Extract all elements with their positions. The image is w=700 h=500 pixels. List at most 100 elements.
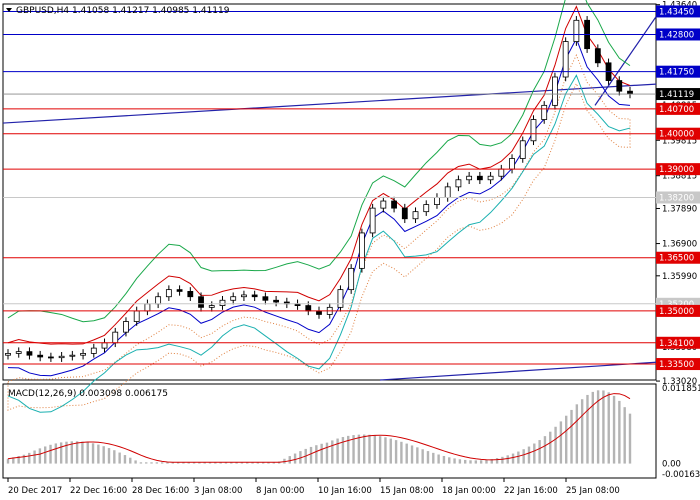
macd-histogram-bar <box>522 449 525 464</box>
level-tag <box>656 191 700 204</box>
candle-body <box>594 48 601 64</box>
macd-histogram-bar <box>166 462 169 464</box>
macd-histogram-bar <box>533 443 536 464</box>
macd-histogram-bar <box>155 462 159 464</box>
macd-histogram-bar <box>596 390 600 464</box>
macd-histogram-bar <box>91 443 95 464</box>
level-tag <box>656 251 700 264</box>
candle-body <box>401 207 408 220</box>
macd-histogram-bar <box>17 455 20 464</box>
upper-trend-line <box>2 83 657 124</box>
macd-histogram-bar <box>107 448 111 464</box>
macd-histogram-bar <box>235 462 238 464</box>
macd-y-tick-label: 0.011851 <box>662 384 700 394</box>
macd-histogram-bar <box>299 451 302 464</box>
macd-histogram-bar <box>623 407 626 464</box>
x-tick-label: 28 Dec 16:00 <box>132 486 189 496</box>
macd-histogram-bar <box>565 415 568 464</box>
candle-body <box>530 119 537 142</box>
level-tag <box>656 127 700 140</box>
candle-body <box>487 175 494 181</box>
level-tag <box>656 358 700 371</box>
macd-histogram-bar <box>208 462 212 464</box>
level-label: 1.34100 <box>659 339 694 349</box>
y-tick-label: 1.38815 <box>662 172 697 182</box>
macd-histogram-bar <box>320 443 323 464</box>
candle-body <box>455 179 462 188</box>
macd-histogram-bar <box>586 394 589 464</box>
current-price-tag <box>656 88 700 101</box>
macd-histogram-bar <box>416 447 419 464</box>
candle-body <box>380 200 387 209</box>
macd-histogram-bar <box>272 462 276 464</box>
level-label: 1.35000 <box>659 307 694 317</box>
macd-histogram-bar <box>453 458 456 464</box>
macd-histogram-bar <box>267 462 270 464</box>
level-label: 1.41750 <box>659 68 694 78</box>
macd-histogram-bar <box>38 448 42 464</box>
x-tick-label: 20 Dec 2017 <box>8 486 62 496</box>
macd-histogram-bar <box>22 454 26 464</box>
macd-histogram-bar <box>150 462 153 464</box>
moving-average-line <box>7 5 631 345</box>
macd-histogram-bar <box>421 449 424 464</box>
candle-body <box>37 354 44 358</box>
price-panel <box>2 3 657 381</box>
candle-body <box>58 355 65 359</box>
macd-histogram-bar <box>347 435 350 464</box>
candle-body <box>562 41 569 78</box>
candle-body <box>444 186 451 198</box>
macd-histogram-bar <box>246 462 249 464</box>
level-tag <box>656 163 700 176</box>
macd-histogram-bar <box>527 446 531 464</box>
macd-histogram-bar <box>357 434 361 464</box>
macd-histogram-bar <box>628 413 632 464</box>
candle-body <box>47 356 54 359</box>
candle-body <box>155 296 162 305</box>
x-tick-label: 10 Jan 16:00 <box>318 486 372 496</box>
macd-histogram-bar <box>176 462 180 464</box>
macd-histogram-bar <box>256 462 260 464</box>
candle-body <box>509 158 515 170</box>
y-tick-label: 1.39815 <box>662 136 697 146</box>
candle-body <box>541 104 548 120</box>
macd-histogram-bar <box>511 453 515 464</box>
macd-histogram-bar <box>591 391 594 464</box>
level-tag <box>656 28 700 41</box>
candle-body <box>262 296 269 301</box>
macd-histogram-bar <box>362 434 366 464</box>
macd-histogram-bar <box>230 462 233 464</box>
level-label: 1.40000 <box>659 130 694 140</box>
level-label: 1.42800 <box>659 30 694 40</box>
level-tag <box>656 5 700 18</box>
macd-histogram-bar <box>490 459 493 464</box>
y-tick-label: 1.35990 <box>662 272 697 282</box>
level-label: 1.35200 <box>659 300 694 310</box>
macd-histogram-bar <box>145 462 148 464</box>
macd-histogram-bar <box>97 444 100 464</box>
macd-histogram-bar <box>261 462 265 464</box>
macd-histogram-bar <box>538 440 541 464</box>
level-tag <box>656 336 700 349</box>
macd-histogram-bar <box>373 435 377 464</box>
macd-histogram-bar <box>341 437 345 464</box>
macd-histogram-bar <box>378 436 382 464</box>
macd-histogram-bar <box>309 446 313 464</box>
macd-histogram-bar <box>580 399 584 464</box>
macd-histogram-bar <box>485 459 488 464</box>
macd-histogram-bar <box>219 462 222 464</box>
candle-body <box>423 204 430 213</box>
macd-histogram-bar <box>224 462 228 464</box>
macd-histogram-bar <box>182 462 185 464</box>
macd-histogram-bar <box>44 446 47 464</box>
macd-histogram-bar <box>102 446 105 464</box>
y-tick-label: 1.36900 <box>662 240 697 250</box>
macd-histogram-bar <box>49 444 52 464</box>
macd-histogram-bar <box>448 457 451 464</box>
candle-body <box>466 175 473 181</box>
candle-body <box>112 331 119 344</box>
macd-histogram-bar <box>559 421 563 464</box>
macd-histogram-bar <box>549 431 552 464</box>
macd-histogram-bar <box>325 442 329 464</box>
macd-histogram-bar <box>352 435 355 464</box>
